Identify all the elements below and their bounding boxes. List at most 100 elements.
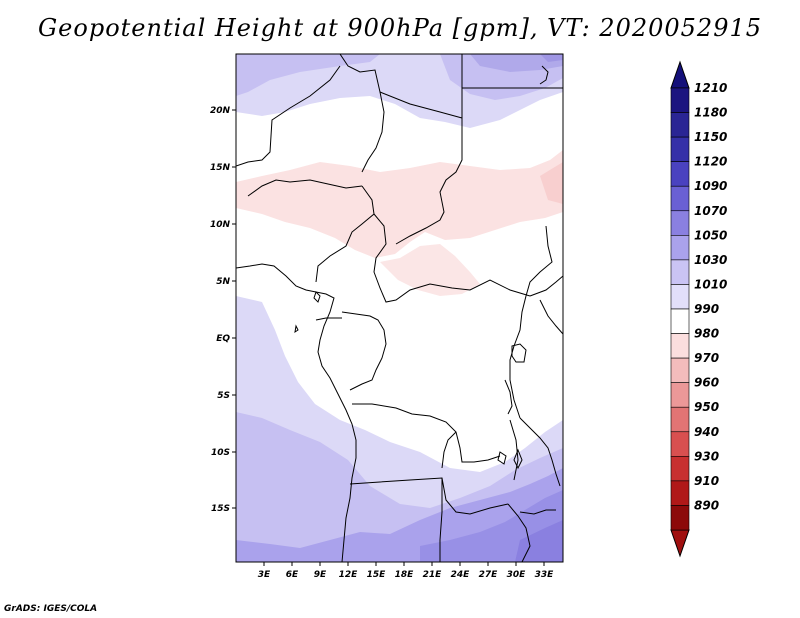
border-north-1 [339,54,385,173]
lake-malawi-outline [509,419,519,481]
colorbar-swatch [670,259,690,285]
border-congo [341,311,387,391]
lake-outline-south [513,448,523,470]
lake-tanganyika [504,379,513,415]
lake-victoria [511,343,527,363]
grads-credit: GrADS: IGES/COLA [4,604,98,614]
colorbar-swatch [670,333,690,359]
colorbar-level-label: 940 [694,425,719,439]
field-980-east [540,162,563,204]
border-chad-sudan [395,54,463,245]
colorbar-swatch [670,431,690,457]
lon-label: 30E [507,570,527,580]
lat-label: 20N [210,106,231,116]
lon-label: 21E [423,570,443,580]
longitude-axis: 3E 6E 9E 12E 15E 18E 21E 24E 27E 30E 33E [258,562,554,580]
colorbar-swatch [670,185,690,212]
lat-label: EQ [216,334,230,344]
lon-label: 27E [479,570,499,580]
west-coastline [236,263,357,562]
lon-label: 3E [258,570,271,580]
colorbar-swatch [670,112,690,138]
colorbar-level-label: 1010 [694,277,727,291]
border-mozambique [519,417,561,487]
lon-label: 24E [451,570,471,580]
field-1030-northwest [236,54,380,96]
border-gabon [315,317,342,321]
colorbar-swatch [670,284,690,310]
lat-label: 15S [211,504,230,514]
island-sao-tome [294,324,299,334]
border-angola-east [441,431,457,469]
field-990-belt [236,150,563,258]
lat-label: 10N [210,220,231,230]
coastlines-borders [236,54,563,562]
colorbar-level-label: 1120 [694,155,727,169]
colorbar-cap-bottom [670,529,690,558]
map-frame [235,53,564,563]
colorbar-swatch [670,357,690,383]
colorbar-level-label: 1030 [694,253,727,267]
lon-label: 6E [286,570,299,580]
colorbar-swatch [670,136,690,162]
border-angola-drc [352,403,501,463]
border-namibia [349,477,509,515]
lon-label: 9E [314,570,327,580]
colorbar-level-label: 1050 [694,228,727,242]
colorbar-level-label: 930 [694,449,719,463]
border-libya-chad [379,91,463,119]
colorbar-level-label: 990 [694,302,719,316]
chart-title: Geopotential Height at 900hPa [gpm], VT:… [38,14,762,42]
colorbar-level-label: 910 [694,474,719,488]
colorbar-level-label: 970 [694,351,719,365]
island-bioko [313,291,321,303]
colorbar-level-label: 1090 [694,179,727,193]
colorbar: 1210 1180 1150 1120 1090 1070 1050 1030 1010 990 9… [670,60,727,558]
border-sahel [247,179,363,197]
colorbar-level-label: 980 [694,327,719,341]
border-car [373,213,531,303]
colorbar-swatch [670,308,690,334]
lon-label: 15E [367,570,387,580]
lat-label: 15N [210,163,231,173]
lon-label: 18E [395,570,415,580]
border-ethiopia [525,225,553,297]
colorbar-swatch [670,505,690,531]
colorbar-swatch [670,235,690,261]
colorbar-swatch [670,406,690,433]
colorbar-swatch [670,456,690,482]
latitude-axis: 20N 15N 10N 5N EQ 5S 10S 15S [210,106,236,514]
lon-label: 33E [535,570,555,580]
sinai-coast [539,65,549,85]
colorbar-level-label: 960 [694,376,719,390]
lake-outline-small [497,451,507,465]
colorbar-level-label: 1210 [694,81,727,95]
lat-label: 5S [217,391,230,401]
border-mali [236,65,341,167]
lat-label: 10S [211,448,230,458]
colorbar-swatch [670,382,690,408]
lat-label: 5N [216,277,230,287]
colorbar-level-label: 1070 [694,204,727,218]
colorbar-cap-top [670,60,690,89]
colorbar-swatch [670,480,690,506]
border-zimbabwe [507,503,531,562]
field-1070-corner [540,54,563,62]
colorbar-swatch [670,161,690,187]
border-kenya [539,299,563,335]
colorbar-level-label: 1180 [694,106,727,120]
border-nigeria-cameroon [315,185,375,283]
border-botswana [439,478,443,562]
river-zambezi [519,509,556,515]
colorbar-level-label: 890 [694,498,719,512]
field-1050-northeast [470,54,563,72]
lon-label: 12E [339,570,359,580]
colorbar-level-label: 1150 [694,130,727,144]
colorbar-swatch [670,87,690,113]
colorbar-level-label: 950 [694,400,719,414]
colorbar-swatch [670,210,690,236]
border-south-sudan [529,275,563,297]
field-990-central [380,244,480,296]
height-field [236,54,563,562]
